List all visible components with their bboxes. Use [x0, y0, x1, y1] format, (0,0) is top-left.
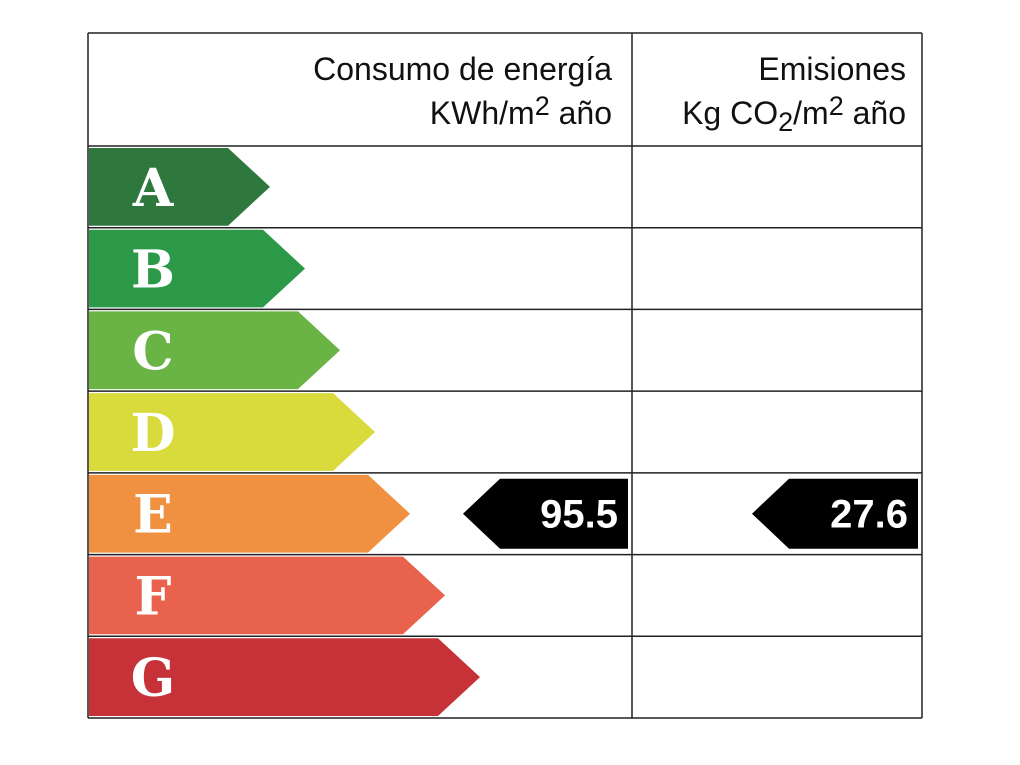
grade-letter: E	[133, 485, 173, 546]
emissions-unit: Kg CO2/m2 año	[682, 91, 906, 137]
unit-part: /m	[793, 95, 829, 131]
rating-value: 95.5	[540, 493, 618, 537]
grade-letter: F	[135, 566, 172, 627]
unit-part: 2	[778, 107, 793, 137]
grade-arrow	[89, 148, 270, 226]
grade-arrow	[89, 229, 305, 308]
grade-arrow	[89, 638, 480, 716]
rating-indicator	[752, 478, 918, 549]
grade-arrow	[89, 474, 410, 553]
grade-letter: C	[132, 321, 173, 382]
unit-part: 2	[829, 91, 844, 121]
grade-arrow	[89, 311, 340, 390]
grade-arrow	[89, 393, 375, 471]
consumption-title: Consumo de energía	[313, 51, 612, 87]
rating-value: 27.6	[830, 493, 908, 537]
grade-arrow	[89, 556, 445, 635]
unit-part: 2	[535, 91, 550, 121]
grade-letter: B	[131, 240, 175, 301]
unit-part: KWh/m	[430, 95, 535, 131]
consumption-unit: KWh/m2 año	[430, 91, 612, 131]
unit-part: año	[550, 95, 612, 131]
emissions-title: Emisiones	[758, 51, 906, 87]
grade-letter: D	[130, 403, 175, 464]
unit-part: Kg CO	[682, 95, 778, 131]
grade-letter: A	[132, 158, 174, 219]
rating-indicator	[463, 478, 628, 549]
grade-letter: G	[131, 648, 175, 709]
unit-part: año	[844, 95, 906, 131]
